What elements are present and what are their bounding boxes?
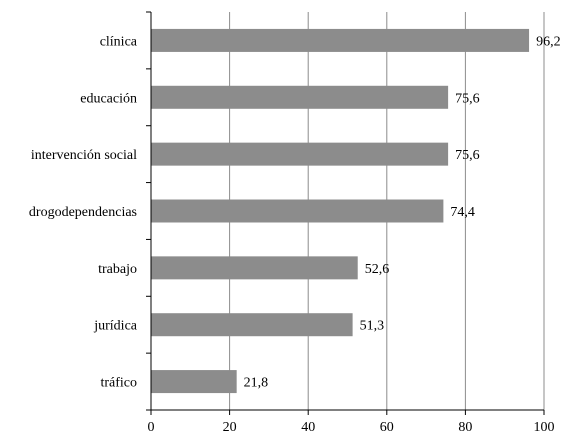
value-label-5: 51,3 [360, 319, 385, 334]
value-label-2: 75,6 [455, 148, 480, 163]
category-label-6: tráfico [100, 376, 137, 391]
x-tick-label-20: 20 [223, 420, 237, 435]
category-label-3: drogodependencias [29, 205, 137, 220]
value-label-4: 52,6 [365, 262, 390, 277]
bar-4 [151, 256, 358, 280]
category-label-0: clínica [100, 34, 138, 49]
value-label-3: 74,4 [450, 205, 475, 220]
x-tick-label-0: 0 [148, 420, 155, 435]
value-label-0: 96,2 [536, 34, 561, 49]
category-label-2: intervención social [31, 148, 137, 163]
category-label-4: trabajo [98, 262, 137, 277]
bars [151, 28, 530, 394]
labels: clínica 96,2 educación 75,6 intervención soc… [29, 34, 561, 435]
axes [146, 11, 545, 415]
bar-0 [151, 28, 530, 52]
category-label-1: educación [80, 91, 137, 106]
x-tick-label-100: 100 [534, 420, 555, 435]
bar-6 [151, 370, 237, 394]
bar-3 [151, 199, 444, 223]
x-tick-label-60: 60 [380, 420, 394, 435]
bar-1 [151, 85, 449, 109]
x-tick-label-80: 80 [458, 420, 472, 435]
bar-2 [151, 142, 449, 166]
value-label-1: 75,6 [455, 91, 480, 106]
value-label-6: 21,8 [244, 376, 269, 391]
bar-5 [151, 313, 353, 337]
category-label-5: jurídica [93, 319, 138, 334]
x-tick-label-40: 40 [301, 420, 315, 435]
